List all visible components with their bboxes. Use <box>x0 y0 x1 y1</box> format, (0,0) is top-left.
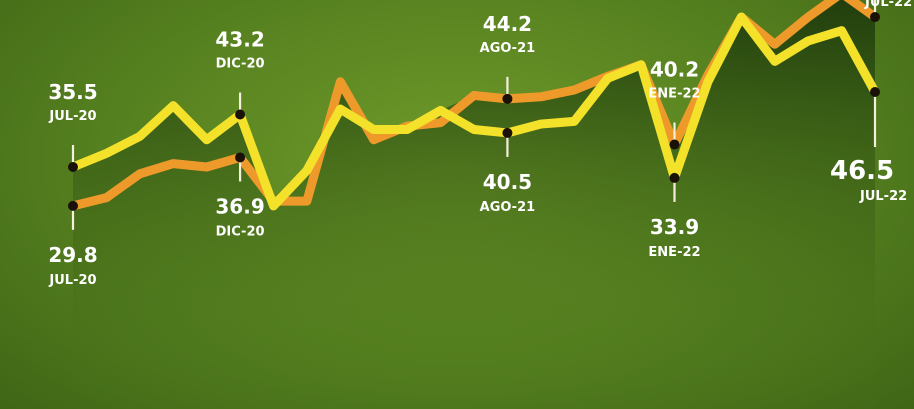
series-0-line <box>68 12 880 211</box>
value-label: 35.5 <box>48 80 97 104</box>
data-point-marker <box>68 200 78 211</box>
value-label: 40.2 <box>650 58 699 82</box>
data-point-marker <box>235 109 246 120</box>
date-label: ENE-22 <box>648 245 700 260</box>
data-point-marker <box>870 87 880 98</box>
date-label: JUL-22 <box>859 189 907 204</box>
date-label: AGO-21 <box>480 200 536 215</box>
data-point-marker <box>502 127 513 138</box>
date-label: DIC-20 <box>216 224 265 239</box>
value-label: 43.2 <box>215 28 264 52</box>
date-label: JUL-22 <box>864 0 912 10</box>
date-label: JUL-20 <box>48 273 96 288</box>
data-point-marker <box>669 172 680 183</box>
value-label: 33.9 <box>650 215 699 239</box>
date-label: AGO-21 <box>480 41 536 56</box>
value-label: 44.2 <box>483 12 532 36</box>
value-label: 29.8 <box>48 243 97 267</box>
data-point-marker <box>235 152 246 163</box>
date-label: DIC-20 <box>216 57 265 72</box>
value-label: 40.5 <box>483 170 532 194</box>
value-label: 46.5 <box>830 156 894 186</box>
data-point-marker <box>870 12 880 23</box>
date-label: ENE-22 <box>648 87 700 102</box>
value-label: 36.9 <box>215 194 264 218</box>
data-point-marker <box>68 162 78 173</box>
data-point-marker <box>502 93 513 104</box>
data-point-marker <box>669 139 680 150</box>
date-label: JUL-20 <box>48 109 96 124</box>
chart-area-fill <box>73 0 875 409</box>
